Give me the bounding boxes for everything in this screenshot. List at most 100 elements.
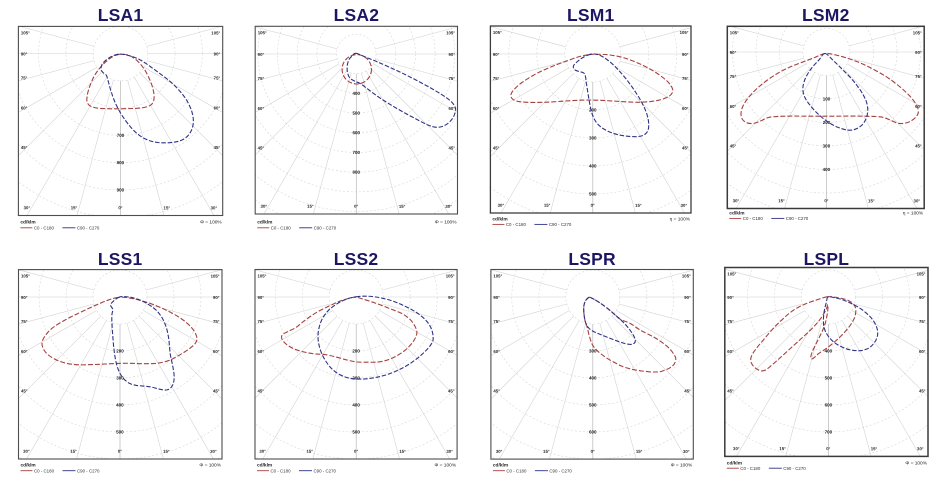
svg-text:Φ = 100%: Φ = 100%: [905, 460, 927, 466]
svg-text:75°: 75°: [493, 319, 500, 324]
svg-text:C0 - C180: C0 - C180: [34, 225, 55, 230]
svg-text:500: 500: [589, 191, 597, 196]
svg-text:Φ = 100%: Φ = 100%: [435, 463, 457, 469]
svg-text:105°: 105°: [211, 274, 220, 279]
svg-text:30°: 30°: [683, 449, 690, 454]
svg-text:75°: 75°: [448, 76, 455, 81]
svg-text:60°: 60°: [493, 106, 500, 111]
svg-text:15°: 15°: [543, 449, 550, 454]
svg-text:90°: 90°: [493, 295, 500, 300]
svg-text:75°: 75°: [682, 76, 689, 81]
svg-text:90°: 90°: [258, 52, 265, 57]
svg-text:30°: 30°: [446, 449, 453, 454]
svg-text:900: 900: [117, 187, 125, 192]
svg-text:90°: 90°: [257, 295, 264, 300]
svg-text:30°: 30°: [210, 449, 217, 454]
svg-text:30°: 30°: [496, 449, 503, 454]
svg-text:0°: 0°: [118, 449, 122, 454]
svg-text:C0 - C180: C0 - C180: [271, 225, 292, 230]
svg-text:C90 - C270: C90 - C270: [783, 466, 806, 471]
svg-text:0°: 0°: [591, 449, 595, 454]
svg-text:15°: 15°: [306, 449, 313, 454]
svg-text:500: 500: [353, 111, 361, 116]
svg-text:45°: 45°: [213, 389, 220, 394]
svg-text:400: 400: [116, 402, 124, 407]
svg-text:30°: 30°: [211, 205, 218, 210]
svg-text:45°: 45°: [493, 388, 500, 393]
svg-text:105°: 105°: [682, 274, 691, 279]
svg-text:C90 - C270: C90 - C270: [549, 468, 572, 473]
svg-text:90°: 90°: [448, 295, 455, 300]
svg-text:45°: 45°: [915, 144, 922, 149]
svg-text:45°: 45°: [448, 146, 455, 151]
svg-text:800: 800: [352, 170, 360, 175]
svg-text:300: 300: [116, 375, 124, 380]
svg-text:η = 100%: η = 100%: [670, 217, 691, 223]
svg-text:45°: 45°: [682, 146, 689, 151]
svg-text:45°: 45°: [257, 388, 264, 393]
svg-text:60°: 60°: [258, 106, 265, 111]
svg-text:105°: 105°: [493, 273, 502, 278]
svg-text:45°: 45°: [919, 389, 926, 394]
svg-text:90°: 90°: [682, 52, 689, 57]
svg-text:400: 400: [589, 375, 597, 380]
svg-text:60°: 60°: [21, 349, 28, 354]
svg-text:300: 300: [823, 143, 831, 148]
svg-text:0°: 0°: [824, 198, 828, 203]
svg-text:90°: 90°: [493, 52, 500, 57]
svg-text:45°: 45°: [214, 145, 221, 150]
svg-text:60°: 60°: [493, 349, 500, 354]
svg-text:105°: 105°: [258, 30, 267, 35]
svg-text:45°: 45°: [258, 145, 265, 150]
svg-text:300: 300: [352, 375, 360, 380]
svg-text:30°: 30°: [914, 198, 921, 203]
svg-text:45°: 45°: [493, 145, 500, 150]
svg-text:700: 700: [825, 429, 833, 434]
svg-text:C90 - C270: C90 - C270: [786, 216, 809, 221]
svg-text:η = 100%: η = 100%: [903, 210, 924, 216]
svg-text:60°: 60°: [919, 349, 926, 354]
svg-text:600: 600: [589, 429, 597, 434]
svg-text:500: 500: [825, 375, 833, 380]
svg-text:0°: 0°: [354, 449, 358, 454]
svg-text:45°: 45°: [448, 389, 455, 394]
svg-text:105°: 105°: [211, 30, 220, 35]
svg-text:75°: 75°: [493, 76, 500, 81]
svg-text:LSPL: LSPL: [804, 249, 850, 269]
svg-text:90°: 90°: [919, 295, 926, 300]
svg-text:LSA1: LSA1: [98, 5, 144, 25]
svg-text:15°: 15°: [779, 446, 786, 451]
svg-text:30°: 30°: [917, 446, 924, 451]
svg-text:30°: 30°: [24, 205, 31, 210]
svg-text:100: 100: [823, 96, 831, 101]
svg-text:400: 400: [352, 402, 360, 407]
svg-text:15°: 15°: [635, 203, 642, 208]
svg-text:400: 400: [589, 163, 597, 168]
svg-text:C90 - C270: C90 - C270: [77, 468, 100, 473]
svg-text:LSS1: LSS1: [98, 249, 143, 269]
svg-text:60°: 60°: [682, 106, 689, 111]
svg-text:105°: 105°: [21, 30, 30, 35]
svg-text:LSPR: LSPR: [568, 249, 616, 269]
svg-text:C90 - C270: C90 - C270: [549, 222, 572, 227]
svg-text:300: 300: [589, 135, 597, 140]
svg-text:C90 - C270: C90 - C270: [314, 468, 337, 473]
svg-text:105°: 105°: [680, 30, 689, 35]
svg-text:60°: 60°: [448, 106, 455, 111]
svg-text:75°: 75°: [919, 319, 926, 324]
svg-text:500: 500: [352, 429, 360, 434]
svg-text:0°: 0°: [591, 203, 595, 208]
svg-text:75°: 75°: [727, 319, 734, 324]
svg-text:C0 - C180: C0 - C180: [743, 216, 764, 221]
svg-text:60°: 60°: [257, 349, 264, 354]
svg-text:90°: 90°: [684, 295, 691, 300]
svg-text:75°: 75°: [213, 319, 220, 324]
svg-text:600: 600: [825, 402, 833, 407]
svg-text:Φ = 100%: Φ = 100%: [671, 463, 693, 469]
svg-text:30°: 30°: [733, 198, 740, 203]
svg-text:75°: 75°: [21, 319, 28, 324]
svg-text:0°: 0°: [354, 204, 358, 209]
svg-text:C0 - C180: C0 - C180: [34, 468, 55, 473]
svg-text:C0 - C180: C0 - C180: [740, 466, 761, 471]
svg-text:LSM1: LSM1: [567, 5, 615, 25]
